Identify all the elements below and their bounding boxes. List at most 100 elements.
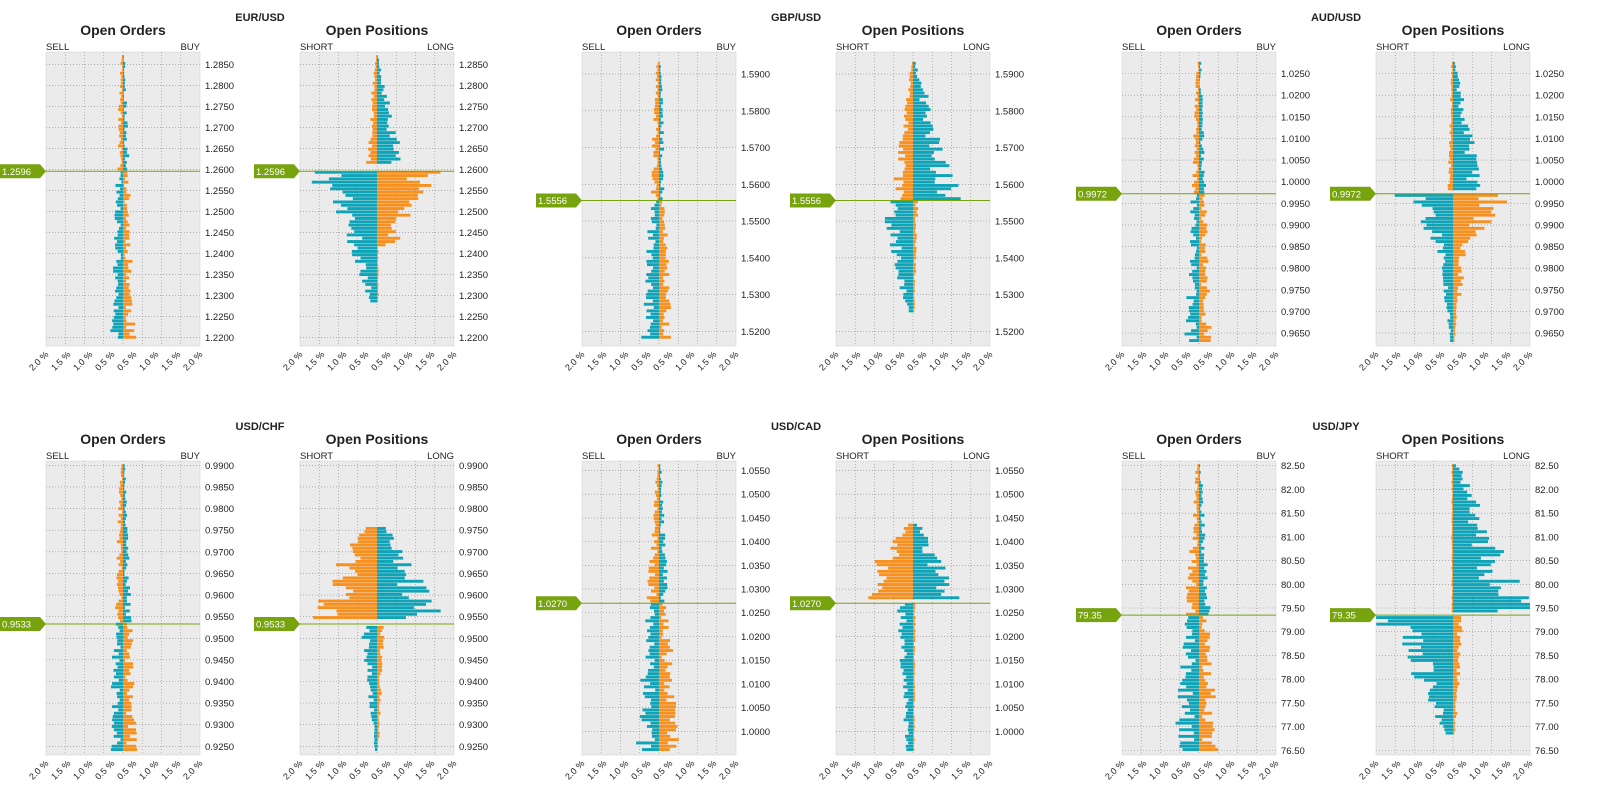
long-bar [377,286,379,290]
long-bar [913,250,917,253]
y-tick-label: 1.0300 [995,585,1024,596]
buy-bar [659,335,671,339]
short-bar [1452,68,1453,72]
buy-bar [123,728,136,732]
sell-bar [117,573,123,577]
buy-bar [123,273,127,276]
short-bar [891,223,913,227]
buy-bar [123,718,134,722]
long-bar [377,616,406,619]
short-bar [373,71,377,75]
long-bar [1453,523,1478,527]
sell-bar [1177,695,1199,699]
sell-bar [639,715,659,718]
y-tick-label: 78.00 [1535,675,1559,686]
sell-bar [1196,563,1199,567]
buy-bar [659,652,667,656]
buy-bar [123,616,132,619]
short-bar [370,685,377,689]
current-price-flag [0,616,46,631]
y-tick-label: 81.50 [1281,509,1305,520]
long-bar [913,626,915,629]
buy-bar [123,85,125,88]
sell-bar [1190,312,1199,316]
short-bar [883,579,913,583]
long-bar [377,269,379,273]
y-tick-label: 1.2350 [459,270,488,281]
sell-bar [117,240,123,243]
sell-bar [656,134,659,138]
y-tick-label: 1.5900 [995,70,1024,81]
short-bar [895,536,913,540]
long-bar [1453,203,1480,207]
short-bar [1449,167,1453,171]
long-bar [913,266,916,270]
long-bar [1453,164,1478,168]
long-bar [1453,507,1470,511]
sell-bar [121,94,123,98]
sell-bar [1191,668,1199,672]
short-bar [1442,269,1453,273]
y-tick-label: 0.9800 [1281,264,1310,275]
buy-bar [123,662,133,666]
y-tick-label: 0.9850 [459,482,488,493]
buy-bar [1199,629,1205,633]
y-tick-label: 0.9400 [205,677,234,688]
long-bar [913,606,916,610]
sell-bar [1193,157,1199,161]
long-bar [913,75,918,78]
short-bar [1451,560,1453,563]
buy-bar [659,579,664,583]
short-bar [337,612,377,616]
buy-bar [1199,642,1205,646]
sell-bar [654,553,659,557]
sell-bar [111,744,123,748]
short-bar [311,180,377,184]
buy-bar [1199,540,1203,544]
buy-bar [659,246,668,250]
buy-bar [659,639,671,643]
buy-bar [123,121,128,125]
sell-bar [115,243,123,247]
long-bar [377,131,396,135]
long-bar [377,114,392,118]
y-tick-label: 1.0050 [1281,156,1310,167]
buy-bar [1199,131,1204,135]
long-bar [377,678,380,682]
buy-bar [1199,487,1202,491]
buy-bar [1199,741,1212,745]
sell-bar [1186,626,1199,629]
sell-bar [120,101,123,105]
long-bar [1453,533,1477,537]
sell-bar [645,711,659,715]
buy-bar [123,230,130,234]
y-tick-label: 1.0550 [741,466,770,477]
long-bar [1453,332,1456,336]
long-bar [913,596,960,600]
orders-title: Open Orders [616,22,702,38]
buy-bar [659,316,665,319]
sell-bar [118,144,123,148]
buy-bar [1199,279,1207,283]
sell-bar [656,65,659,69]
buy-bar [659,296,666,300]
buy-bar [123,484,125,487]
long-bar [1453,576,1479,580]
long-bar [913,256,917,260]
long-bar [377,596,409,600]
buy-bar [123,302,133,306]
x-tick-label: 1.0 % [1467,758,1490,781]
short-bar [1436,682,1453,685]
sell-bar [650,332,659,336]
sell-bar [657,536,659,540]
short-bar [323,602,377,606]
long-bar [913,678,915,682]
short-bar [1452,563,1453,567]
long-bar [1453,306,1457,309]
short-bar [1410,659,1453,662]
long-bar [1453,240,1469,243]
long-bar [377,665,382,669]
sell-bar [1197,164,1199,168]
sell-bar [654,203,659,207]
x-tick-label: 1.5 % [949,349,972,372]
